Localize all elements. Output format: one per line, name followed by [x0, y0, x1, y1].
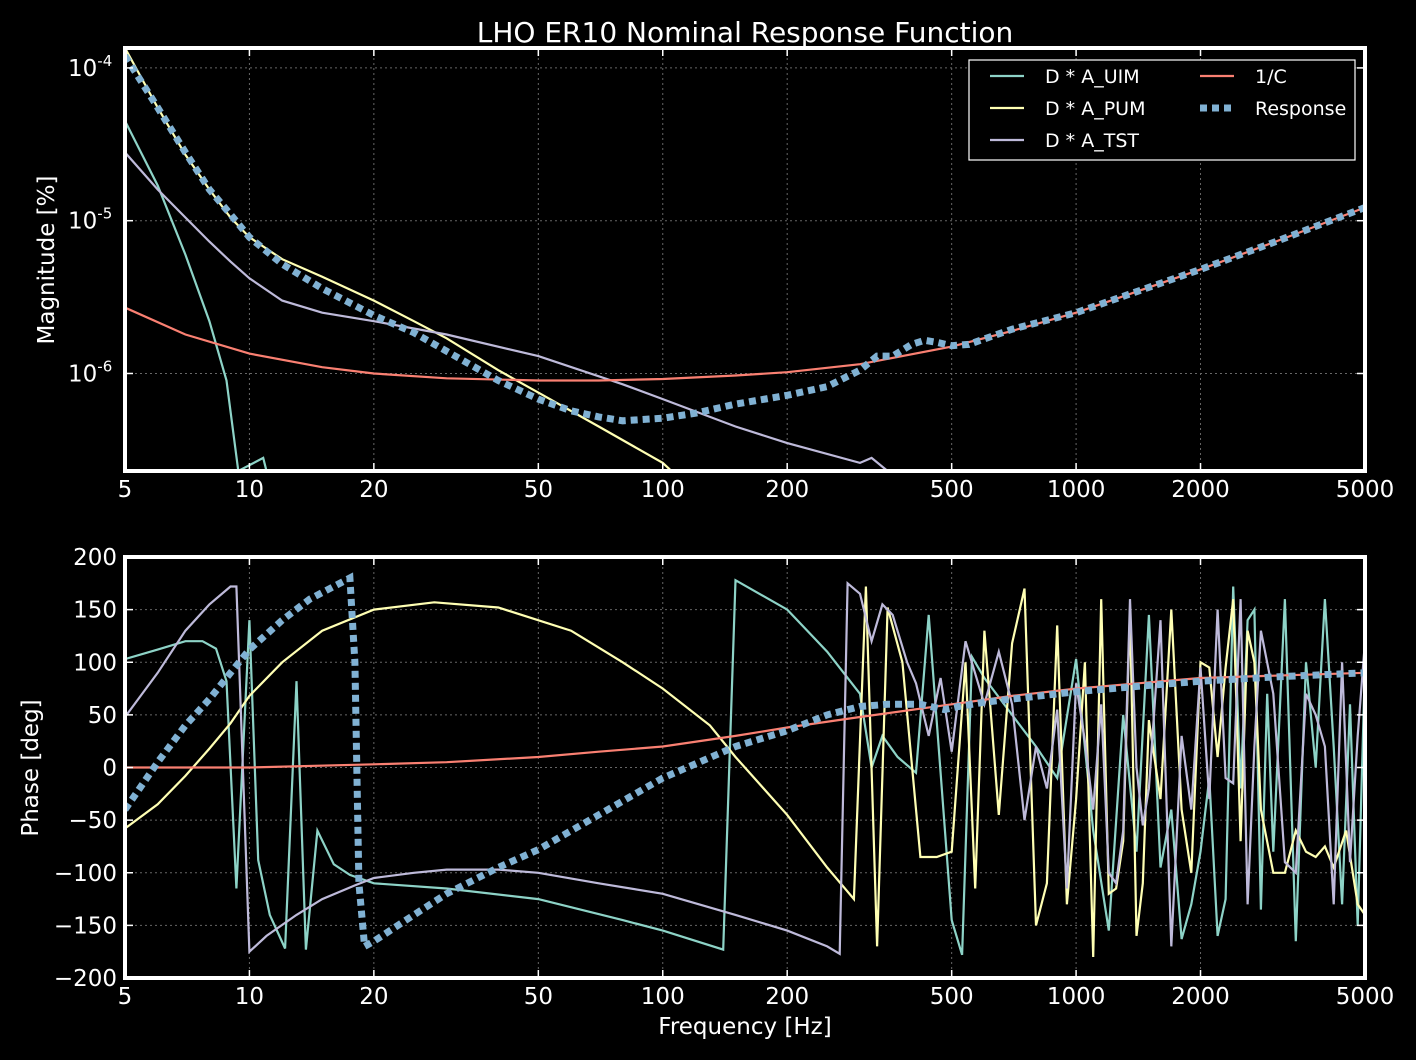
phase-y-tick-label: −50	[68, 808, 117, 834]
legend-entry-response: Response	[1200, 98, 1346, 120]
phase-x-tick-label: 1000	[1047, 984, 1106, 1010]
legend-frame	[968, 59, 1356, 161]
magnitude-x-tick-label: 100	[641, 477, 685, 503]
xlabel: Frequency [Hz]	[658, 1014, 831, 1040]
chart-title: LHO ER10 Nominal Response Function	[477, 16, 1013, 49]
phase-series-d-a-tst	[125, 580, 1365, 956]
legend-label-d-a-tst: D * A_TST	[1045, 130, 1139, 152]
phase-series-d-a-pum	[125, 586, 1365, 958]
magnitude-x-tick-label: 5000	[1336, 477, 1395, 503]
phase-x-tick-label: 20	[359, 984, 388, 1010]
magnitude-x-tick-label: 50	[524, 477, 553, 503]
magnitude-x-tick-label: 10	[235, 477, 264, 503]
magnitude-y-tick-label: 10-6	[68, 357, 112, 387]
legend-label-1-c: 1/C	[1255, 66, 1287, 88]
phase-x-tick-label: 50	[524, 984, 553, 1010]
magnitude-axes-frame	[123, 46, 1367, 473]
legend: D * A_UIM D * A_PUM D * A_TST 1/C Response	[968, 59, 1356, 161]
magnitude-series-d-a-uim	[125, 120, 268, 471]
phase-panel: 5 10 20 50 100 200 500 1000 2000 5000−200−150−100…	[18, 545, 1394, 1040]
legend-entry-d-a-tst: D * A_TST	[990, 130, 1139, 152]
magnitude-x-tick-label: 2000	[1171, 477, 1230, 503]
phase-y-tick-label: −100	[54, 861, 117, 887]
legend-label-response: Response	[1255, 98, 1346, 120]
magnitude-y-tick-label: 10-5	[68, 205, 112, 235]
magnitude-series-response	[125, 53, 1365, 425]
magnitude-series-1-c	[125, 206, 1365, 382]
phase-x-tick-label: 500	[930, 984, 974, 1010]
phase-series-d-a-uim	[125, 578, 1365, 956]
legend-entry-d-a-pum: D * A_PUM	[990, 98, 1145, 120]
phase-y-tick-label: 150	[73, 598, 117, 624]
phase-y-tick-label: 200	[73, 545, 117, 571]
magnitude-x-tick-label: 5	[118, 477, 133, 503]
phase-y-tick-label: 100	[73, 650, 117, 676]
phase-y-tick-label: −200	[54, 966, 117, 992]
phase-y-tick-label: −150	[54, 913, 117, 939]
phase-x-tick-label: 100	[641, 984, 685, 1010]
phase-x-tick-label: 200	[765, 984, 809, 1010]
phase-y-tick-label: 0	[102, 756, 117, 782]
phase-x-tick-label: 10	[235, 984, 264, 1010]
phase-x-tick-label: 5	[118, 984, 133, 1010]
legend-label-d-a-uim: D * A_UIM	[1045, 66, 1140, 88]
legend-entry-d-a-uim: D * A_UIM	[990, 66, 1140, 88]
phase-x-tick-label: 5000	[1336, 984, 1395, 1010]
magnitude-x-tick-label: 500	[930, 477, 974, 503]
magnitude-series-d-a-tst	[125, 151, 889, 471]
magnitude-y-tick-label: 10-4	[68, 52, 112, 82]
phase-y-tick-label: 50	[88, 703, 117, 729]
legend-entry-1-c: 1/C	[1200, 66, 1287, 88]
phase-x-tick-label: 2000	[1171, 984, 1230, 1010]
magnitude-x-tick-label: 20	[359, 477, 388, 503]
magnitude-panel: 5 10 20 50 100 200 500 1000 2000 5000 10-4 10-5 10-6…	[34, 46, 1395, 503]
magnitude-series-d-a-pum	[125, 48, 673, 471]
legend-label-d-a-pum: D * A_PUM	[1045, 98, 1145, 120]
phase-ylabel: Phase [deg]	[18, 699, 44, 836]
magnitude-x-tick-label: 200	[765, 477, 809, 503]
phase-series-response	[125, 572, 1365, 953]
magnitude-x-tick-label: 1000	[1047, 477, 1106, 503]
magnitude-ylabel: Magnitude [%]	[34, 176, 60, 345]
